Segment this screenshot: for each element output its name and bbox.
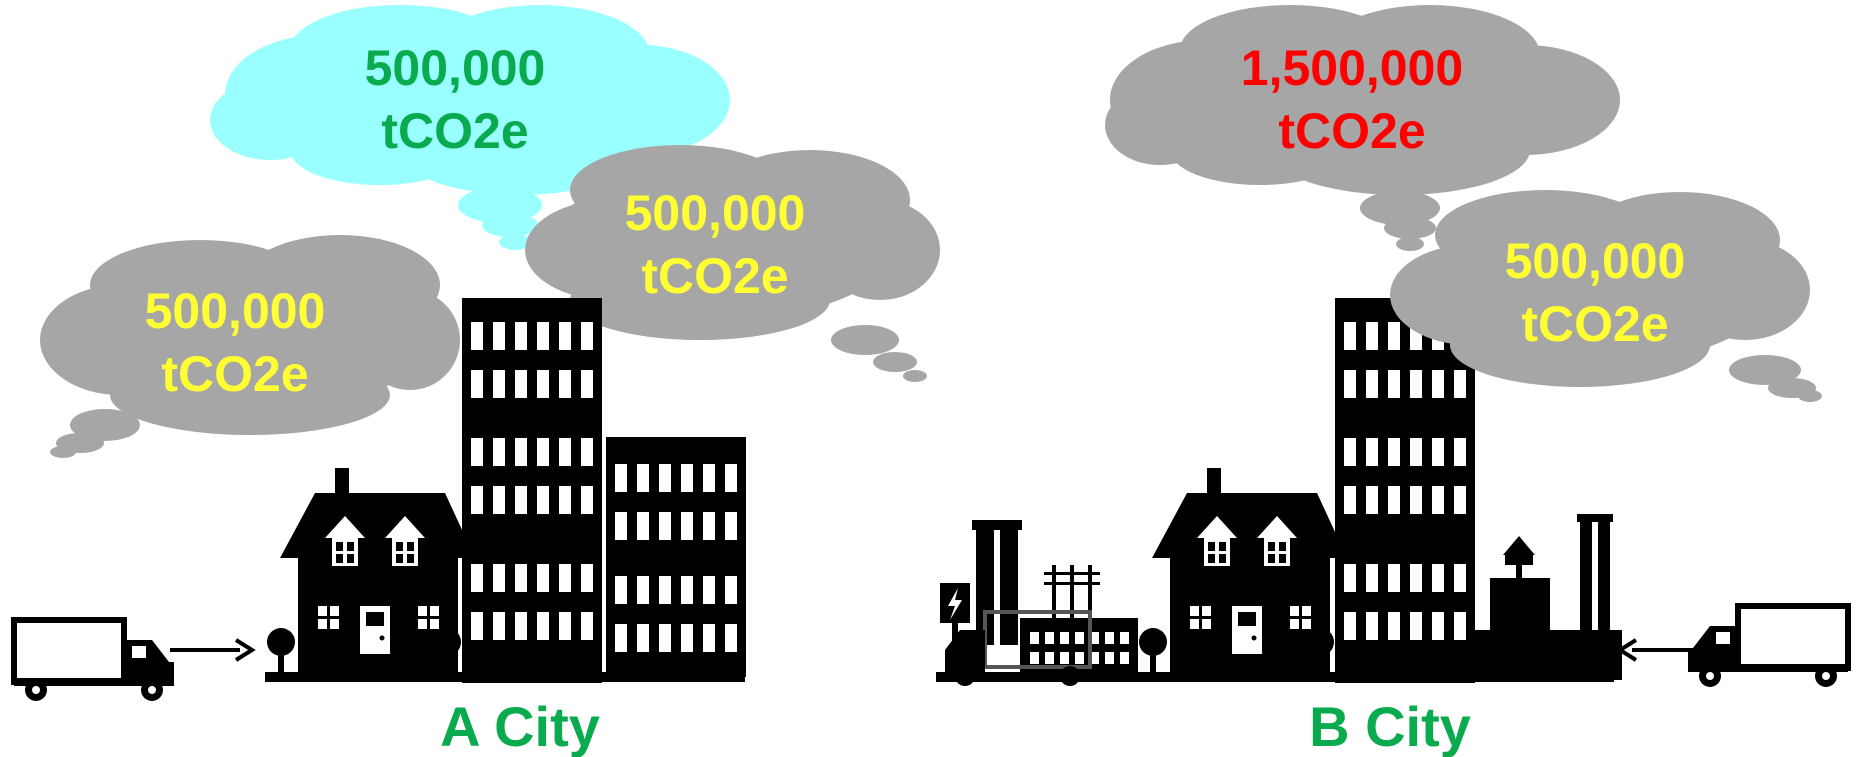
tree-icon <box>267 628 295 678</box>
cloud-b-top-value: 1,500,000 <box>1241 40 1463 96</box>
office-building-icon <box>606 437 746 677</box>
arrow-icon <box>170 638 256 662</box>
city-a-scene: 500,000 tCO2e 500,000 tCO2e <box>14 5 940 757</box>
cloud-b-top: 1,500,000 tCO2e <box>1105 5 1620 251</box>
cloud-a-right-value: 500,000 <box>625 185 806 241</box>
city-b-scene: 1,500,000 tCO2e <box>936 5 1848 757</box>
lightning-icon <box>948 588 962 620</box>
factory-icon <box>1472 514 1622 680</box>
truck-icon <box>14 620 174 701</box>
cloud-b-right: 500,000 tCO2e <box>1390 190 1822 402</box>
cloud-a-top-unit: tCO2e <box>381 103 528 159</box>
truck-icon <box>1688 606 1848 687</box>
house-icon <box>1152 468 1347 673</box>
cloud-a-left-value: 500,000 <box>145 283 326 339</box>
cloud-b-right-value: 500,000 <box>1505 233 1686 289</box>
office-building-icon <box>462 298 602 683</box>
cloud-a-top: 500,000 tCO2e <box>210 5 730 250</box>
cloud-a-left: 500,000 tCO2e <box>40 235 460 458</box>
truck-icon <box>945 610 1092 686</box>
city-a-label: A City <box>440 695 600 757</box>
cloud-b-top-unit: tCO2e <box>1278 103 1425 159</box>
cloud-a-top-value: 500,000 <box>365 40 546 96</box>
tree-icon <box>1139 628 1167 678</box>
city-b-label: B City <box>1309 695 1471 757</box>
office-building-icon <box>1335 298 1475 683</box>
cloud-a-left-unit: tCO2e <box>161 346 308 402</box>
cloud-a-right-unit: tCO2e <box>641 248 788 304</box>
cloud-a-right: 500,000 tCO2e <box>525 145 940 382</box>
power-plant-icon <box>940 520 1138 686</box>
house-icon <box>280 468 475 673</box>
cloud-b-right-unit: tCO2e <box>1521 296 1668 352</box>
